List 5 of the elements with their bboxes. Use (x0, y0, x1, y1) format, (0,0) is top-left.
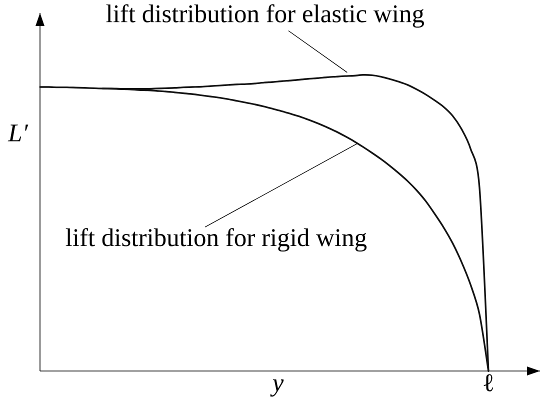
text: lift distribution for elastic wing (106, 4, 424, 28)
y-axis-title: L′ (8, 124, 28, 142)
text: lift distribution for rigid wing (66, 228, 367, 252)
text: ℓ (484, 374, 494, 392)
x-axis-title: y (270, 379, 284, 397)
